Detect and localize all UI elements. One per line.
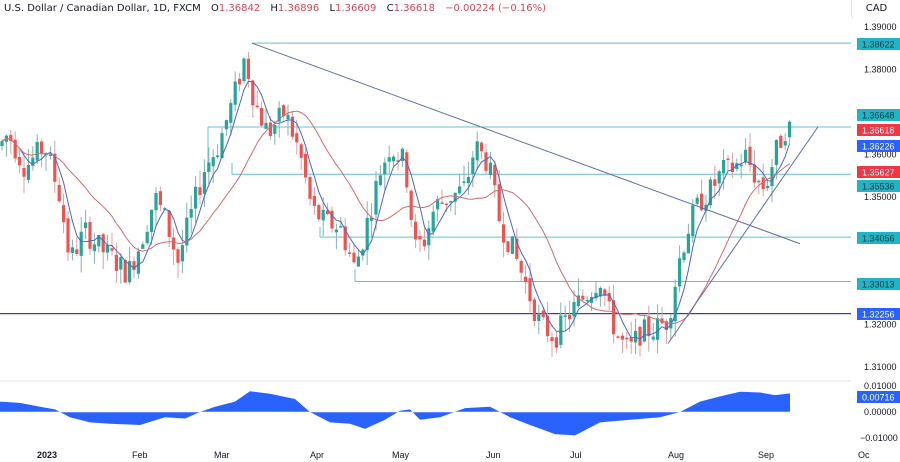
price-axis[interactable]: 1.39000 1.38000 1.36000 1.35000 1.32000 1.310…: [851, 18, 900, 462]
svg-text:Jul: Jul: [570, 450, 582, 460]
svg-text:1.35000: 1.35000: [864, 192, 897, 202]
svg-text:1.33013: 1.33013: [862, 280, 895, 290]
svg-text:1.36226: 1.36226: [862, 142, 895, 152]
svg-text:1.31000: 1.31000: [864, 362, 897, 372]
oscillator-pane: [0, 391, 790, 436]
close-value: 1.36618: [393, 3, 435, 14]
svg-text:Aug: Aug: [668, 450, 684, 460]
price-tag-last_price: 1.36618: [857, 124, 900, 136]
svg-text:1.32000: 1.32000: [864, 320, 897, 330]
moving-averages: [1, 80, 791, 340]
svg-text:Mar: Mar: [214, 450, 230, 460]
svg-text:1.36648: 1.36648: [862, 111, 895, 121]
high-value: 1.36896: [277, 3, 320, 14]
svg-text:Sep: Sep: [758, 450, 774, 460]
price-tag-level_blue: 1.32256: [857, 308, 900, 320]
open-label: O: [210, 3, 219, 14]
price-tag-level: 1.34056: [857, 232, 900, 244]
close-label: C: [386, 3, 394, 14]
svg-text:0.01000: 0.01000: [864, 381, 897, 391]
price-tag-level: 1.35536: [857, 180, 900, 192]
svg-text:1.36000: 1.36000: [864, 150, 897, 160]
svg-text:Oc: Oc: [858, 450, 870, 460]
svg-text:−0.01000: −0.01000: [860, 433, 898, 443]
svg-text:0.00000: 0.00000: [864, 407, 897, 417]
svg-text:May: May: [392, 450, 410, 460]
svg-text:Jun: Jun: [486, 450, 501, 460]
price-tag-sma_fast: 1.36226: [857, 140, 900, 152]
svg-text:Apr: Apr: [310, 450, 324, 460]
oscillator-value-tag: 0.00716: [857, 391, 900, 403]
trendlines: [251, 42, 819, 344]
price-tag-sma_slow: 1.35627: [857, 166, 900, 178]
svg-text:Feb: Feb: [132, 450, 148, 460]
price-tag-level: 1.33013: [857, 278, 900, 290]
svg-text:1.34056: 1.34056: [862, 234, 895, 244]
svg-text:0.00716: 0.00716: [862, 393, 895, 403]
price-tag-level: 1.36648: [857, 109, 900, 121]
high-label: H: [270, 3, 278, 14]
price-tag-level: 1.38622: [857, 38, 900, 50]
low-label: L: [329, 3, 336, 14]
symbol-title: U.S. Dollar / Canadian Dollar, 1D, FXCM: [4, 3, 201, 14]
svg-text:1.35627: 1.35627: [862, 168, 895, 178]
open-value: 1.36842: [218, 3, 261, 14]
svg-text:2023: 2023: [37, 450, 57, 460]
chart-legend: U.S. Dollar / Canadian Dollar, 1D, FXCM …: [4, 3, 546, 14]
svg-text:1.35536: 1.35536: [862, 182, 895, 192]
change-value: −0.00224 (−0.16%): [445, 3, 546, 14]
svg-text:1.32256: 1.32256: [862, 310, 895, 320]
horizontal-levels: [0, 42, 851, 315]
svg-text:1.38000: 1.38000: [864, 65, 897, 75]
svg-text:1.36618: 1.36618: [862, 126, 895, 136]
time-axis[interactable]: 2023 Feb Mar Apr May Jun Jul Aug Sep Oc: [37, 450, 870, 460]
svg-text:1.39000: 1.39000: [864, 22, 897, 32]
candles: [0, 51, 792, 357]
low-value: 1.36609: [335, 3, 377, 14]
svg-text:1.38622: 1.38622: [862, 40, 895, 50]
